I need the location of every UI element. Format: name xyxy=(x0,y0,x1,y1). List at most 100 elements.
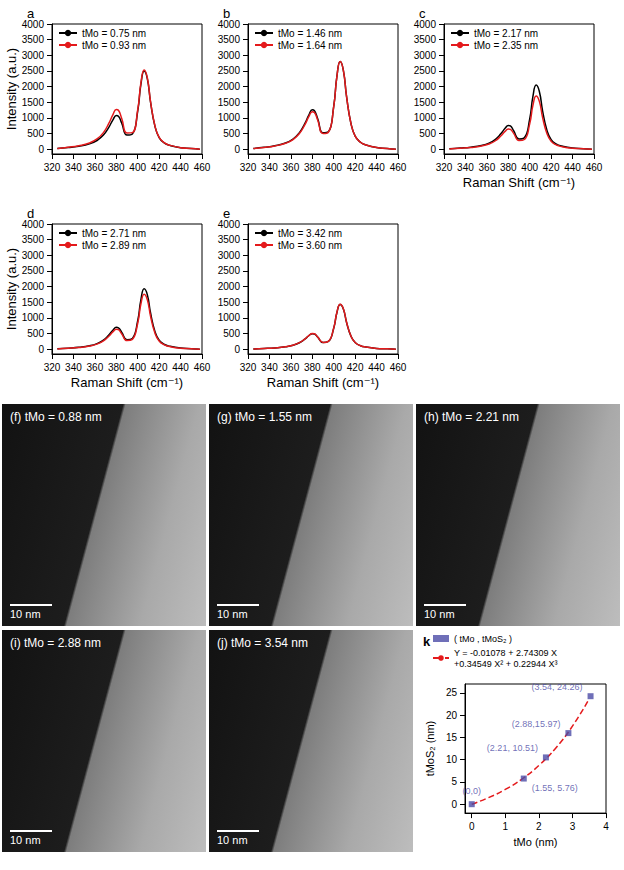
svg-text:tMo = 1.64 nm: tMo = 1.64 nm xyxy=(278,40,342,51)
svg-text:(0,0): (0,0) xyxy=(462,786,481,796)
svg-text:400: 400 xyxy=(325,162,342,173)
svg-text:500: 500 xyxy=(419,128,436,139)
svg-text:380: 380 xyxy=(304,162,321,173)
svg-text:2000: 2000 xyxy=(22,81,45,92)
svg-text:320: 320 xyxy=(436,162,453,173)
svg-text:2500: 2500 xyxy=(218,265,241,276)
svg-text:0: 0 xyxy=(38,144,44,155)
svg-text:360: 360 xyxy=(283,162,300,173)
svg-text:420: 420 xyxy=(151,362,168,373)
svg-text:3000: 3000 xyxy=(218,50,241,61)
svg-text:320: 320 xyxy=(240,362,257,373)
svg-text:0: 0 xyxy=(451,799,457,810)
svg-text:1000: 1000 xyxy=(22,312,45,323)
svg-text:( tMo , tMoS₂ ): ( tMo , tMoS₂ ) xyxy=(454,634,512,644)
svg-text:2000: 2000 xyxy=(414,81,437,92)
svg-text:380: 380 xyxy=(108,162,125,173)
svg-text:460: 460 xyxy=(586,162,603,173)
svg-text:340: 340 xyxy=(65,162,82,173)
svg-text:360: 360 xyxy=(283,362,300,373)
svg-text:460: 460 xyxy=(194,362,211,373)
svg-text:tMoS₂ (nm): tMoS₂ (nm) xyxy=(424,721,436,777)
svg-text:2: 2 xyxy=(536,821,542,832)
svg-text:3500: 3500 xyxy=(22,234,45,245)
svg-text:440: 440 xyxy=(172,362,189,373)
svg-text:tMo = 3.60 nm: tMo = 3.60 nm xyxy=(278,240,342,251)
svg-text:3000: 3000 xyxy=(22,50,45,61)
svg-text:e: e xyxy=(223,206,230,221)
svg-text:d: d xyxy=(27,206,34,221)
svg-text:3: 3 xyxy=(570,821,576,832)
svg-text:340: 340 xyxy=(457,162,474,173)
svg-text:1500: 1500 xyxy=(218,297,241,308)
svg-text:2000: 2000 xyxy=(218,81,241,92)
svg-text:0: 0 xyxy=(38,344,44,355)
svg-text:tMo = 1.46 nm: tMo = 1.46 nm xyxy=(278,28,342,39)
svg-text:(2.21, 10.51): (2.21, 10.51) xyxy=(487,743,538,753)
svg-text:360: 360 xyxy=(87,362,104,373)
svg-text:460: 460 xyxy=(194,162,211,173)
svg-text:340: 340 xyxy=(261,362,278,373)
svg-text:+0.34549 X² + 0.22944 X³: +0.34549 X² + 0.22944 X³ xyxy=(454,659,558,669)
svg-text:500: 500 xyxy=(27,128,44,139)
svg-text:(3.54, 24.26): (3.54, 24.26) xyxy=(532,682,583,692)
svg-text:Raman Shift (cm⁻¹): Raman Shift (cm⁻¹) xyxy=(267,375,379,390)
svg-text:0: 0 xyxy=(430,144,436,155)
svg-text:3500: 3500 xyxy=(218,34,241,45)
svg-text:3500: 3500 xyxy=(414,34,437,45)
svg-text:3000: 3000 xyxy=(414,50,437,61)
svg-text:420: 420 xyxy=(543,162,560,173)
svg-text:tMo = 2.89 nm: tMo = 2.89 nm xyxy=(82,240,146,251)
svg-text:2000: 2000 xyxy=(22,281,45,292)
svg-text:tMo = 0.93 nm: tMo = 0.93 nm xyxy=(82,40,146,51)
svg-text:tMo = 2.71 nm: tMo = 2.71 nm xyxy=(82,228,146,239)
svg-text:(2.88,15.97): (2.88,15.97) xyxy=(512,719,561,729)
svg-text:Y = -0.01078 + 2.74309 X: Y = -0.01078 + 2.74309 X xyxy=(454,648,557,658)
svg-text:500: 500 xyxy=(27,328,44,339)
svg-text:2500: 2500 xyxy=(22,65,45,76)
svg-text:340: 340 xyxy=(261,162,278,173)
svg-text:340: 340 xyxy=(65,362,82,373)
svg-text:1500: 1500 xyxy=(22,297,45,308)
svg-text:20: 20 xyxy=(446,710,458,721)
svg-text:1000: 1000 xyxy=(414,112,437,123)
svg-text:Raman Shift (cm⁻¹): Raman Shift (cm⁻¹) xyxy=(71,375,183,390)
svg-text:0: 0 xyxy=(234,144,240,155)
svg-text:0: 0 xyxy=(234,344,240,355)
svg-text:Intensity (a.u.): Intensity (a.u.) xyxy=(4,48,19,130)
svg-text:360: 360 xyxy=(479,162,496,173)
svg-text:4: 4 xyxy=(603,821,609,832)
svg-text:(1.55, 5.76): (1.55, 5.76) xyxy=(532,783,578,793)
svg-text:400: 400 xyxy=(129,162,146,173)
svg-text:440: 440 xyxy=(564,162,581,173)
svg-text:b: b xyxy=(223,6,230,21)
svg-text:420: 420 xyxy=(151,162,168,173)
svg-text:320: 320 xyxy=(240,162,257,173)
svg-text:440: 440 xyxy=(368,162,385,173)
svg-text:420: 420 xyxy=(347,362,364,373)
svg-text:420: 420 xyxy=(347,162,364,173)
svg-text:400: 400 xyxy=(325,362,342,373)
svg-text:2000: 2000 xyxy=(218,281,241,292)
svg-text:25: 25 xyxy=(446,687,458,698)
svg-text:k: k xyxy=(423,634,431,649)
svg-text:3500: 3500 xyxy=(218,234,241,245)
svg-text:460: 460 xyxy=(390,162,407,173)
svg-text:Raman Shift (cm⁻¹): Raman Shift (cm⁻¹) xyxy=(463,175,575,190)
svg-text:3000: 3000 xyxy=(22,250,45,261)
svg-text:tMo (nm): tMo (nm) xyxy=(514,836,558,848)
svg-text:3500: 3500 xyxy=(22,34,45,45)
svg-text:320: 320 xyxy=(44,162,61,173)
svg-text:c: c xyxy=(419,6,426,21)
svg-text:380: 380 xyxy=(108,362,125,373)
svg-text:440: 440 xyxy=(368,362,385,373)
svg-text:tMo = 0.75 nm: tMo = 0.75 nm xyxy=(82,28,146,39)
svg-text:400: 400 xyxy=(129,362,146,373)
svg-text:10: 10 xyxy=(446,754,458,765)
svg-text:1000: 1000 xyxy=(218,312,241,323)
svg-text:380: 380 xyxy=(500,162,517,173)
svg-text:1000: 1000 xyxy=(22,112,45,123)
svg-text:3000: 3000 xyxy=(218,250,241,261)
svg-text:500: 500 xyxy=(223,128,240,139)
svg-text:2500: 2500 xyxy=(22,265,45,276)
